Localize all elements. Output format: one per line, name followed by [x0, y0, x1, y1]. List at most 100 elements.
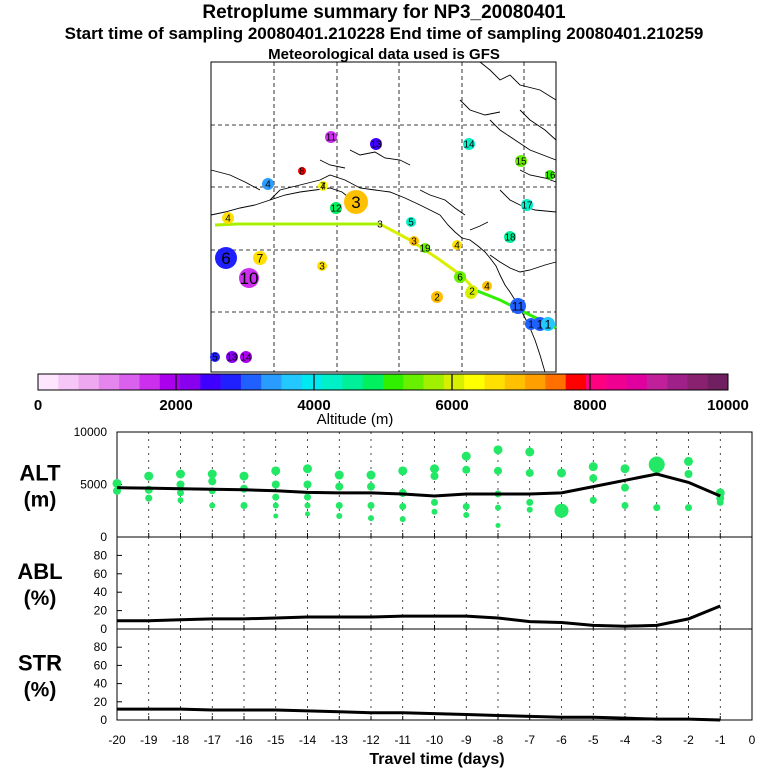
map-point: 8	[298, 167, 306, 178]
colorbar-swatch	[119, 374, 140, 390]
colorbar-swatch	[200, 374, 221, 390]
scatter-point	[303, 464, 312, 474]
map-point-dot	[239, 268, 259, 288]
scatter-point	[177, 489, 184, 497]
scatter-point	[621, 483, 629, 492]
colorbar-swatch	[38, 374, 59, 390]
colorbar-tick-label: 6000	[435, 397, 468, 414]
map-point-label: 4	[320, 182, 326, 193]
map-point-label: 2	[469, 287, 475, 298]
colorbar-swatch	[159, 374, 181, 390]
map-point-dot	[253, 251, 267, 265]
scatter-point	[431, 498, 438, 506]
colorbar-swatch	[58, 374, 79, 390]
map-point: 1	[541, 317, 555, 331]
map-point: 4	[482, 281, 492, 293]
scatter-point	[398, 466, 408, 476]
colorbar-swatch	[443, 374, 465, 390]
map-point-label: 7	[257, 251, 264, 265]
map-point: 6	[454, 271, 466, 284]
scatter-point	[240, 502, 248, 509]
colorbar-swatch	[464, 374, 485, 390]
scatter-point	[334, 470, 344, 480]
y-tick-label: 60	[94, 567, 108, 581]
y-tick-label: 10000	[74, 425, 108, 439]
map-point: 3	[377, 220, 383, 231]
map-point-dot	[482, 281, 492, 291]
map-point-label: 14	[240, 353, 252, 364]
map-point: 4	[318, 181, 328, 193]
map-point: 17	[521, 199, 533, 212]
trajectory-segment-2	[379, 222, 477, 292]
map-point-label: 1	[545, 317, 552, 331]
colorbar-swatch	[585, 374, 607, 390]
scatter-point	[430, 464, 439, 474]
y-tick-label: 80	[94, 548, 108, 562]
map-frame	[210, 61, 557, 373]
scatter-point	[177, 497, 184, 504]
y-axis-label: ALT	[19, 461, 61, 486]
map-point-dot	[370, 138, 382, 150]
x-tick-label: -17	[204, 733, 222, 747]
x-tick-label: -20	[108, 733, 126, 747]
x-tick-label: -7	[524, 733, 535, 747]
x-tick-label: -12	[362, 733, 380, 747]
scatter-point	[495, 504, 501, 511]
map-point-dot	[298, 167, 306, 175]
colorbar-swatch	[78, 374, 100, 390]
map-point: 5	[210, 352, 220, 364]
map-point: 13	[226, 351, 238, 364]
colorbar-swatch	[220, 374, 242, 390]
y-tick-label: 40	[94, 677, 108, 691]
series-line	[116, 472, 721, 498]
map-point-label: 1	[528, 320, 534, 331]
scatter-point	[176, 480, 185, 489]
scatter-point	[525, 447, 535, 457]
map-point-label: 11	[512, 299, 525, 313]
colorbar-tick-label: 4000	[297, 397, 330, 414]
map-point-dot	[222, 212, 234, 224]
scatter-point	[271, 480, 280, 489]
scatter-point	[684, 470, 693, 478]
colorbar-swatch	[667, 374, 688, 390]
scatter-point	[208, 477, 217, 486]
map-point: 2	[466, 285, 478, 298]
colorbar-frame	[37, 373, 729, 391]
scatter-point	[588, 462, 598, 472]
y-tick-label: 20	[94, 604, 108, 618]
map-point-label: 12	[330, 204, 342, 215]
y-tick-label: 0	[100, 622, 107, 636]
map-point: 2	[431, 291, 443, 304]
x-tick-label: -2	[683, 733, 694, 747]
scatter-point	[431, 508, 438, 515]
colorbar-label: Altitude (m)	[317, 411, 394, 428]
time-series-panels: 0 5000 10000 ALT (m) 0 20 40 60 80 ABL (%) 0 20 40 60 80…	[17, 425, 755, 768]
scatter-point	[462, 465, 471, 474]
scatter-point	[653, 504, 661, 512]
sampling-times: Start time of sampling 20080401.210228 E…	[64, 24, 704, 43]
map-point-dot	[515, 155, 527, 167]
scatter-point	[335, 482, 344, 491]
colorbar-swatch	[606, 374, 627, 390]
scatter-point	[305, 511, 310, 517]
map-point-label: 14	[463, 140, 475, 151]
map-point-dot	[317, 261, 327, 271]
map-point: 15	[515, 155, 527, 168]
colorbar-swatch	[240, 374, 262, 390]
map-point: 10	[239, 268, 259, 288]
scatter-point	[716, 498, 724, 506]
map-point-dot	[466, 285, 478, 297]
chart-title: Retroplume summary for NP3_20080401	[202, 2, 566, 23]
x-tick-label: -3	[651, 733, 662, 747]
scatter-point	[652, 465, 661, 474]
colorbar-swatch	[301, 374, 323, 390]
y-tick-label: 5000	[80, 478, 107, 492]
map-points: 1112223333444566778101111121314151617181…	[210, 131, 556, 364]
map-point-dot	[504, 231, 516, 243]
x-tick-label: -14	[299, 733, 317, 747]
scatter-point	[526, 506, 533, 513]
scatter-point	[239, 471, 249, 481]
map-point: 3	[344, 190, 368, 214]
map-point: 16	[544, 170, 556, 182]
colorbar-swatch	[687, 374, 709, 390]
